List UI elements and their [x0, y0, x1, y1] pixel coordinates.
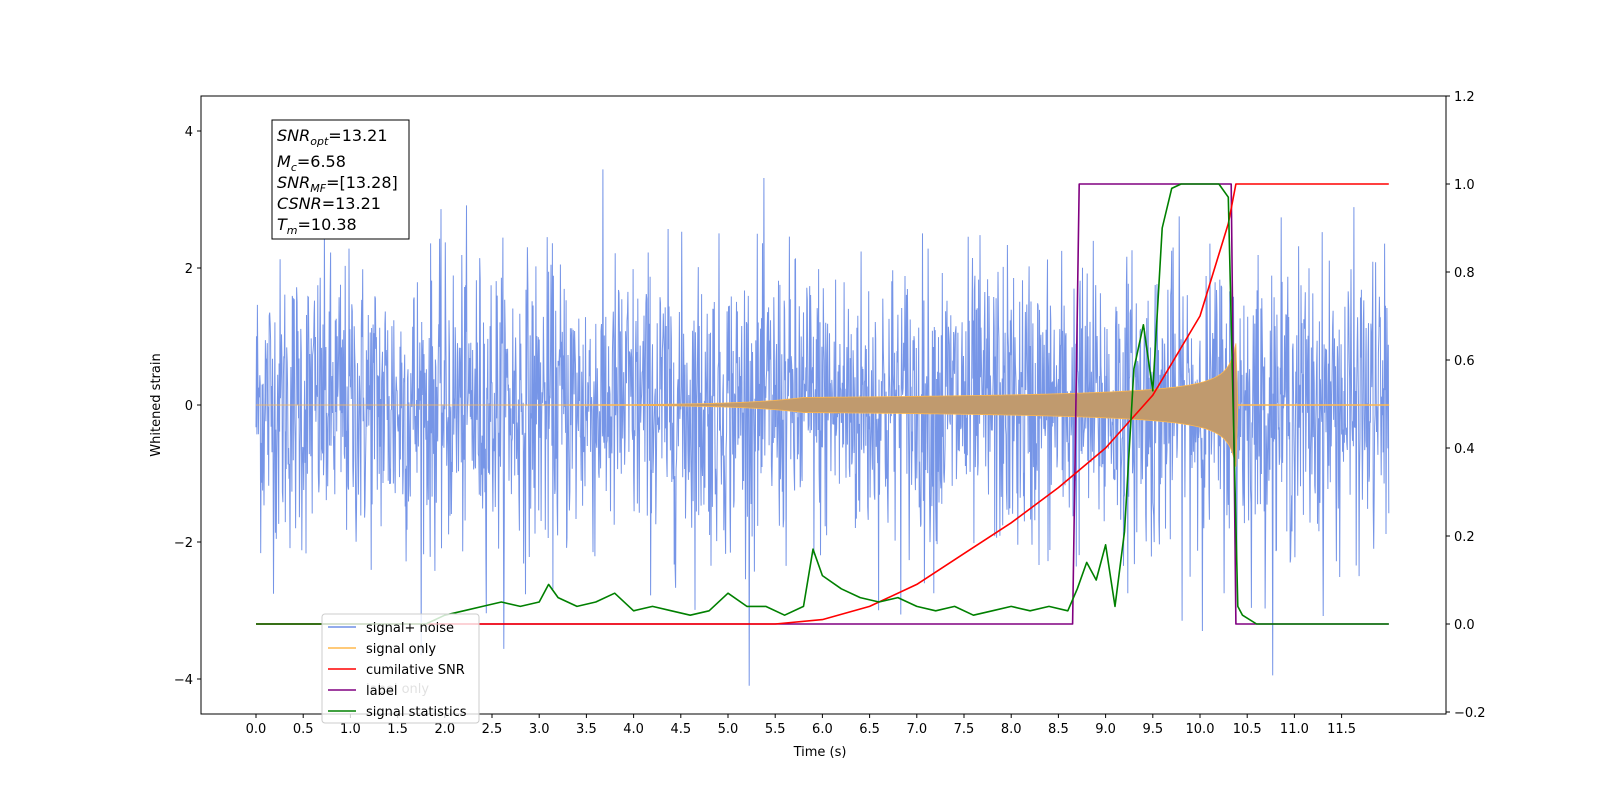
signal-noise-series	[255, 169, 1390, 686]
x-tick-label: 10.5	[1233, 722, 1262, 737]
legend-label: signal only	[366, 642, 436, 657]
info-snr-mf: SNRMF=[13.28]	[277, 173, 398, 195]
x-tick-label: 11.0	[1280, 722, 1309, 737]
legend-label: label	[366, 684, 397, 699]
x-tick-label: 1.5	[387, 722, 408, 737]
info-csnr: CSNR=13.21	[277, 194, 381, 213]
x-tick-label: 5.5	[765, 722, 786, 737]
x-tick-label: 8.0	[1001, 722, 1022, 737]
signal-noise-line	[255, 169, 1390, 686]
x-tick-label: 6.5	[859, 722, 880, 737]
y2-tick-label: 1.2	[1454, 90, 1475, 105]
info-snr-opt: SNRopt=13.21	[277, 126, 388, 148]
info-box: SNRopt=13.21 Mc=6.58 SNRMF=[13.28] CSNR=…	[271, 119, 410, 240]
x-tick-label: 9.0	[1095, 722, 1116, 737]
y-tick-label: 4	[185, 125, 193, 140]
legend-hidden-text: label only	[366, 682, 429, 697]
x-tick-label: 11.5	[1327, 722, 1356, 737]
y2-tick-label: 0.8	[1454, 266, 1475, 281]
y-axis-label: Whitened strain	[149, 353, 164, 456]
x-tick-label: 4.5	[670, 722, 691, 737]
x-tick-label: 7.0	[906, 722, 927, 737]
x-tick-label: 2.5	[482, 722, 503, 737]
y2-tick-label: 0.6	[1454, 354, 1475, 369]
x-tick-label: 9.5	[1142, 722, 1163, 737]
y-axis-right: 1.2 1.0 0.8 0.6 0.4 0.2 0.0 −0.2	[1446, 90, 1486, 721]
y2-tick-label: −0.2	[1454, 706, 1486, 721]
y-tick-label: 0	[185, 399, 193, 414]
legend-box	[321, 613, 480, 724]
y2-tick-label: 0.2	[1454, 530, 1475, 545]
y2-tick-label: 1.0	[1454, 178, 1475, 193]
x-tick-label: 3.5	[576, 722, 597, 737]
x-tick-label: 7.5	[954, 722, 975, 737]
x-tick-label: 0.0	[246, 722, 267, 737]
x-tick-label: 4.0	[623, 722, 644, 737]
signal-only-area	[256, 343, 1390, 467]
signal-statistics-line	[256, 183, 1389, 625]
legend: label only signal+ noise signal only cumila…	[321, 613, 480, 724]
y-tick-label: −2	[174, 536, 193, 551]
x-tick-label: 10.0	[1186, 722, 1215, 737]
legend-label: cumilative SNR	[366, 663, 465, 678]
cumilative-snr-line	[256, 183, 1389, 625]
x-tick-label: 2.0	[434, 722, 455, 737]
signal-only-series	[256, 343, 1390, 467]
x-tick-label: 5.0	[718, 722, 739, 737]
y-tick-label: 2	[185, 262, 193, 277]
x-tick-label: 0.5	[293, 722, 314, 737]
x-axis-label: Time (s)	[793, 745, 847, 760]
x-tick-label: 3.0	[529, 722, 550, 737]
x-tick-label: 1.0	[340, 722, 361, 737]
info-tm: Tm=10.38	[277, 215, 357, 237]
x-tick-label: 8.5	[1048, 722, 1069, 737]
x-axis: 0.0 0.5 1.0 1.5 2.0 2.5 3.0 3.5 4.0 4.5 5.0 5.5 6.0 6…	[246, 714, 1356, 737]
y-tick-label: −4	[174, 673, 193, 688]
y2-tick-label: 0.0	[1454, 618, 1475, 633]
legend-label: signal+ noise	[366, 621, 454, 636]
y-axis-left: 4 2 0 −2 −4	[174, 125, 201, 688]
legend-label: signal statistics	[366, 705, 467, 720]
x-tick-label: 6.0	[812, 722, 833, 737]
info-mc: Mc=6.58	[277, 152, 346, 174]
y2-tick-label: 0.4	[1454, 442, 1475, 457]
right-axis-series	[256, 183, 1389, 625]
